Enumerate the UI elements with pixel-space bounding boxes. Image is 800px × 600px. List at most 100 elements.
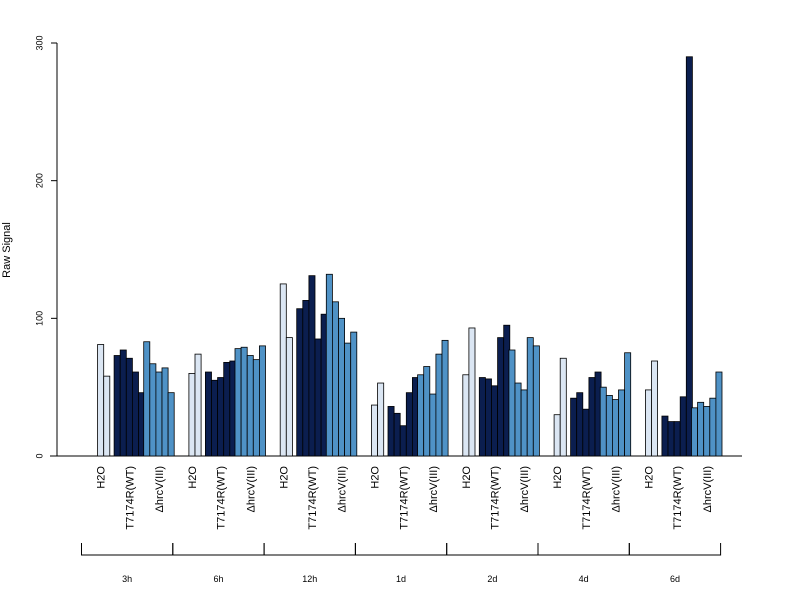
bar <box>605 395 613 457</box>
bar <box>423 366 431 457</box>
bar <box>508 349 516 457</box>
time-bracket <box>446 543 539 556</box>
bar <box>462 374 470 457</box>
y-tick-label: 200 <box>34 173 44 188</box>
time-label: 4d <box>579 574 589 584</box>
bar <box>624 352 632 457</box>
time-label: 6h <box>213 574 223 584</box>
bar <box>570 397 578 457</box>
y-tick-label: 300 <box>34 35 44 50</box>
bar <box>673 421 681 457</box>
bar <box>296 308 304 457</box>
condition-label: T7174R(WT) <box>216 466 228 530</box>
bar <box>314 338 322 457</box>
condition-label: T7174R(WT) <box>490 466 502 530</box>
bar <box>387 406 395 457</box>
bar <box>161 367 169 457</box>
condition-labels-layer: H2O T7174R(WT) ΔhrcV(III) H2O T7174R(WT) Δhrc… <box>96 466 714 530</box>
time-bracket <box>172 543 265 556</box>
bar <box>484 378 492 457</box>
condition-label: H2O <box>187 466 199 489</box>
condition-label: H2O <box>370 466 382 489</box>
time-bracket <box>263 543 356 556</box>
bar <box>514 382 522 457</box>
bar <box>119 349 127 457</box>
bar <box>155 371 163 457</box>
time-label: 6d <box>670 574 680 584</box>
bars-layer <box>97 56 723 457</box>
bar <box>377 382 385 457</box>
bar <box>685 56 693 457</box>
bar <box>520 389 528 457</box>
bar <box>223 361 231 457</box>
condition-label: ΔhrcV(III) <box>337 466 349 512</box>
bar <box>679 396 687 457</box>
bar <box>441 339 449 457</box>
condition-label: T7174R(WT) <box>672 466 684 530</box>
condition-label: ΔhrcV(III) <box>610 466 622 512</box>
bar <box>188 372 196 457</box>
bar <box>211 379 218 457</box>
bar <box>131 371 139 457</box>
time-bracket <box>537 543 630 556</box>
bar <box>325 273 333 457</box>
bar <box>258 345 266 457</box>
bar <box>468 327 476 457</box>
bar <box>553 414 561 457</box>
bar <box>715 371 723 457</box>
bar <box>618 389 625 457</box>
bar <box>576 392 584 457</box>
bar <box>97 344 105 457</box>
time-brackets-layer: 3h 6h 12h 1d 2d 4d 6d <box>81 543 722 584</box>
time-label: 3h <box>122 574 132 584</box>
y-axis-title: Raw Signal <box>1 222 13 278</box>
bar <box>435 353 443 457</box>
bar <box>645 389 652 457</box>
bar <box>599 386 607 457</box>
bar <box>350 331 358 457</box>
condition-label: H2O <box>278 466 290 489</box>
bar <box>371 404 378 457</box>
bar <box>417 374 425 457</box>
bar <box>532 345 540 457</box>
time-bracket <box>81 543 174 556</box>
bar <box>661 415 669 457</box>
bar <box>217 377 225 457</box>
bar <box>194 353 202 457</box>
time-bracket <box>354 543 448 556</box>
bar <box>234 348 242 457</box>
condition-label: T7174R(WT) <box>307 466 319 530</box>
condition-label: ΔhrcV(III) <box>519 466 531 512</box>
y-tick-label: 0 <box>34 453 44 458</box>
bar <box>709 397 717 457</box>
bar <box>667 421 675 457</box>
bar <box>588 377 596 457</box>
bar <box>478 377 486 457</box>
condition-label: H2O <box>643 466 655 489</box>
bar <box>240 346 248 457</box>
bar <box>559 357 567 457</box>
bar <box>103 375 111 457</box>
bar <box>497 337 505 457</box>
bar <box>703 406 711 457</box>
condition-label: H2O <box>461 466 473 489</box>
condition-label: ΔhrcV(III) <box>702 466 714 512</box>
bar <box>651 360 658 457</box>
condition-label: T7174R(WT) <box>581 466 593 530</box>
condition-label: ΔhrcV(III) <box>245 466 257 512</box>
condition-label: T7174R(WT) <box>398 466 410 530</box>
bar <box>113 355 121 457</box>
condition-label: T7174R(WT) <box>124 466 136 530</box>
y-tick-label: 100 <box>34 311 44 326</box>
bar <box>167 392 175 457</box>
bar <box>204 371 212 457</box>
bar <box>331 301 339 457</box>
y-axis: 0 100 200 300 <box>34 35 58 459</box>
condition-label: ΔhrcV(III) <box>428 466 440 512</box>
bar <box>308 275 316 457</box>
condition-label: H2O <box>96 466 108 489</box>
condition-label: ΔhrcV(III) <box>154 466 166 512</box>
bar <box>697 401 705 457</box>
bar <box>612 399 619 457</box>
